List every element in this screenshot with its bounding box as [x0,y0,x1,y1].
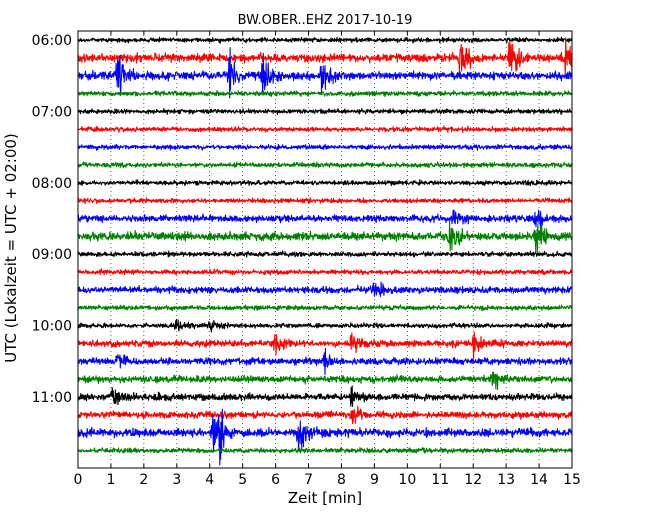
y-tick-label: 08:00 [32,176,72,192]
seismic-trace [77,47,573,99]
y-axis: 06:00 07:00 08:00 09:00 10:00 11:00 [32,33,572,406]
x-tick-label: 10 [398,472,416,488]
x-tick-label: 13 [497,472,515,488]
seismic-trace [77,447,573,454]
seismic-trace [77,220,573,255]
x-tick-label: 1 [106,472,115,488]
plot-frame [77,30,573,469]
x-axis-title: Zeit [min] [288,489,362,507]
x-tick-label: 3 [172,472,181,488]
seismic-trace [77,385,573,407]
x-tick-label: 5 [238,472,247,488]
seismic-trace [77,197,573,205]
x-tick-label: 4 [205,472,214,488]
seismic-trace [77,408,573,466]
y-tick-label: 06:00 [32,33,72,49]
traces [77,36,573,466]
seismic-trace [77,37,573,78]
x-tick-label: 8 [337,472,346,488]
y-tick-label: 07:00 [32,104,72,120]
seismic-trace [77,178,573,187]
x-tick-label: 0 [74,472,83,488]
x-tick-label: 15 [563,472,581,488]
chart-title: BW.OBER..EHZ 2017-10-19 [238,13,413,28]
x-tick-label: 11 [431,472,449,488]
x-tick-label: 6 [271,472,280,488]
y-tick-label: 09:00 [32,247,72,263]
x-tick-label: 9 [370,472,379,488]
seismic-trace [77,107,573,116]
y-axis-title: UTC (Lokalzeit = UTC + 02:00) [2,133,20,363]
seismic-trace [77,304,573,312]
x-tick-label: 12 [464,472,482,488]
seismic-trace [77,371,573,391]
seismic-trace [77,161,573,169]
seismic-trace [77,405,573,425]
x-tick-label: 2 [139,472,148,488]
y-tick-label: 10:00 [32,319,72,335]
seismic-trace [77,268,573,276]
seismic-trace [77,209,573,228]
seismic-trace [77,347,573,376]
seismic-trace [77,143,573,151]
x-tick-label: 7 [304,472,313,488]
seismic-trace [77,319,573,333]
seismic-trace [77,36,573,44]
x-tick-label: 14 [530,472,548,488]
seismic-trace [77,331,573,360]
seismic-trace [77,281,573,297]
seismic-trace [77,90,573,98]
y-tick-label: 11:00 [32,390,72,406]
x-axis: 0 1 2 3 4 5 6 7 8 9 10 11 12 13 14 15 [74,31,581,488]
seismic-trace [77,250,573,258]
seismic-trace [77,125,573,133]
